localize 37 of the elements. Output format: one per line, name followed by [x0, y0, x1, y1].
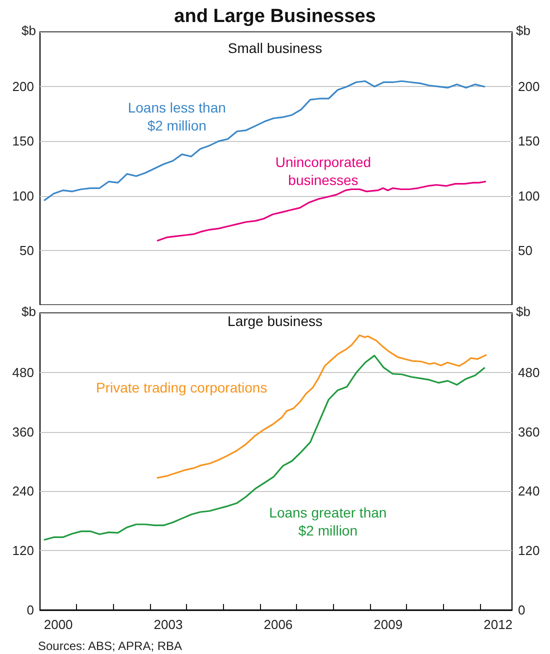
y2-tick-label: 150	[518, 134, 540, 149]
chart-subtitle: Large business	[228, 313, 322, 329]
y-tick-label: 480	[12, 364, 34, 380]
y2-tick-label: 120	[518, 543, 540, 558]
y-axis-title: $b	[22, 23, 36, 38]
y-tick-label: 50	[20, 242, 34, 258]
series-label: Loans less than $2 million	[128, 100, 226, 134]
x-tick-label: 2009	[374, 617, 403, 632]
series-label: Unincorporated businesses	[275, 154, 372, 188]
line-series	[44, 80, 486, 201]
y2-axis-title: $b	[516, 23, 530, 38]
y2-tick-label: 360	[518, 424, 540, 440]
y2-axis-title: $b	[516, 304, 530, 319]
source-note: Sources: ABS; APRA; RBA	[38, 639, 182, 653]
y-axis-title: $b	[22, 304, 36, 319]
y2-tick-label: 100	[518, 188, 540, 204]
y-tick-label: 240	[12, 484, 34, 499]
y2-tick-label: 240	[518, 484, 540, 499]
y-tick-label: 150	[12, 134, 34, 149]
series-label: Loans greater than $2 million	[269, 504, 387, 539]
x-tick-label: 2006	[264, 617, 293, 632]
y2-tick-label: 50	[518, 242, 532, 258]
y-tick-label: 120	[12, 543, 34, 558]
x-tick-label: 2012	[484, 617, 513, 632]
chart-title: and Large Businesses	[174, 6, 376, 27]
text: Small business	[228, 40, 322, 56]
y2-tick-label: 0	[518, 602, 526, 618]
y-tick-label: 360	[12, 424, 34, 440]
y-tick-label: 100	[12, 188, 34, 204]
y2-tick-label: 480	[518, 364, 540, 380]
y-tick-label: 200	[12, 79, 34, 94]
series-label: Private trading corporations	[96, 379, 268, 396]
y2-tick-label: 200	[518, 79, 540, 94]
x-tick-label: 2000	[44, 617, 73, 632]
y-tick-label: 0	[26, 602, 34, 618]
x-tick-label: 2003	[154, 617, 183, 632]
line-series	[44, 354, 486, 541]
